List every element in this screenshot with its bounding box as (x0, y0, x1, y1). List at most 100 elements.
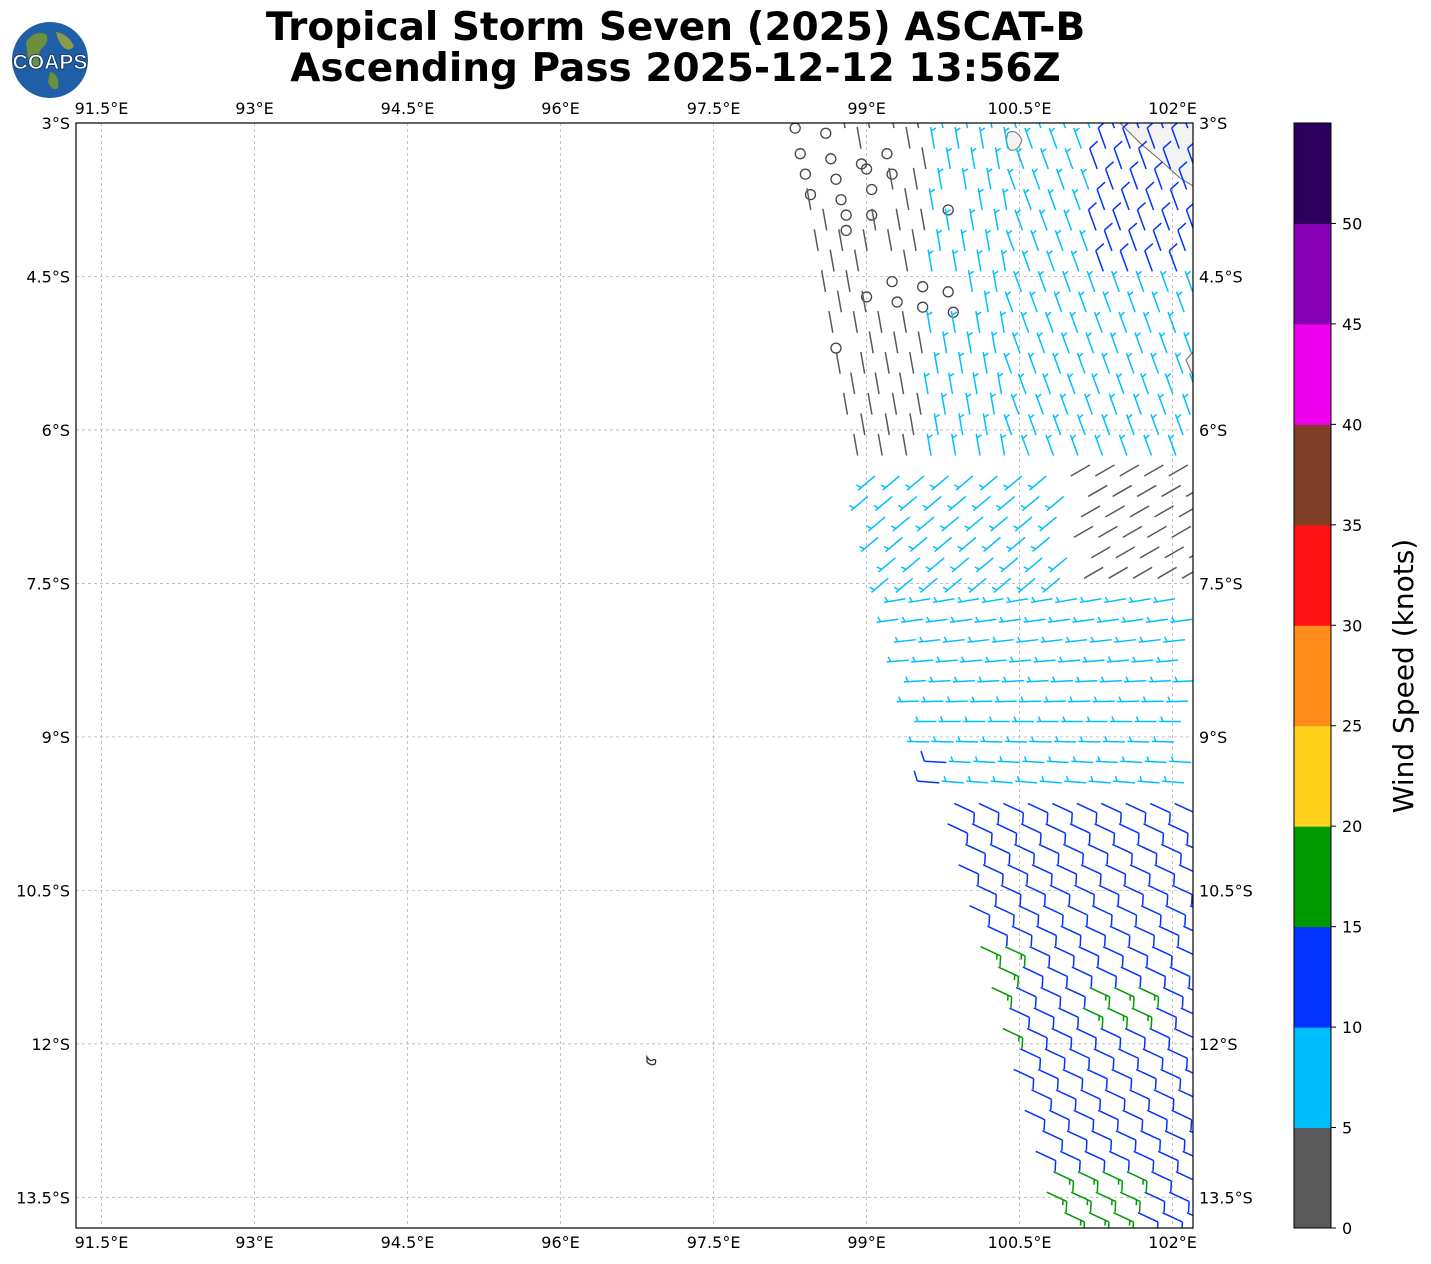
wind-barb (1143, 823, 1165, 844)
wind-barb (1003, 126, 1010, 149)
wind-barb (975, 310, 982, 333)
wind-barb (1101, 413, 1111, 436)
wind-barb (970, 696, 993, 703)
wind-barb (1004, 736, 1028, 743)
wind-barb (836, 290, 843, 313)
lon-tick-label-bottom: 97.5°E (687, 1233, 741, 1252)
wind-barb (1113, 986, 1135, 1008)
wind-barb (1093, 311, 1103, 334)
wind-barb (1083, 566, 1104, 579)
wind-barb (1169, 756, 1192, 764)
wind-barb (1037, 516, 1058, 532)
wind-barb (1185, 491, 1193, 498)
wind-barb (981, 536, 1001, 553)
wind-barb (1118, 434, 1128, 456)
wind-barb (1144, 966, 1166, 988)
wind-barb (926, 433, 933, 456)
wind-barb (976, 249, 983, 272)
wind-barb (1138, 636, 1161, 643)
wind-barb (1145, 616, 1168, 624)
wind-barb (1013, 270, 1023, 293)
wind-barb (1174, 413, 1184, 436)
wind-barb (822, 208, 828, 231)
wind-barb (874, 372, 880, 395)
wind-barb (1171, 1109, 1193, 1131)
wind-barb (1161, 202, 1171, 231)
wind-barb (1184, 270, 1193, 293)
wind-barb (1196, 526, 1215, 537)
wind-barb (1149, 802, 1171, 824)
wind-barb (1156, 1007, 1178, 1029)
wind-barb (931, 736, 954, 743)
wind-barb (1053, 1171, 1075, 1192)
wind-barb (845, 270, 851, 292)
calm-wind-marker (860, 291, 873, 303)
wind-barb (940, 392, 948, 415)
wind-barb (1124, 1027, 1146, 1049)
wind-barb (1088, 1211, 1110, 1228)
lat-tick-label-right: 12°S (1199, 1035, 1238, 1054)
wind-barb (1118, 1048, 1140, 1070)
wind-barb (1085, 332, 1095, 354)
wind-barb (1144, 756, 1167, 764)
wind-barb (991, 577, 1012, 594)
wind-barb (1027, 802, 1049, 824)
wind-barb (1099, 676, 1122, 683)
wind-barb (1064, 1211, 1086, 1228)
wind-barb (989, 392, 997, 415)
wind-barb (1095, 756, 1118, 764)
wind-barb (1136, 484, 1157, 498)
wind-barb (1033, 1007, 1055, 1029)
wind-barb (994, 696, 1017, 703)
wind-barb (1164, 1130, 1186, 1151)
wind-barb (1013, 123, 1018, 129)
wind-barb (1030, 536, 1050, 553)
wind-barb (1002, 188, 1009, 211)
wind-barb (1026, 676, 1049, 683)
wind-barb (1119, 242, 1129, 272)
wind-barb (1079, 229, 1089, 252)
calm-wind-marker (891, 296, 903, 308)
wind-barb (887, 229, 893, 252)
wind-barb (1063, 209, 1073, 231)
wind-barb (1112, 202, 1122, 231)
wind-barb (1084, 1150, 1106, 1172)
wind-barb (983, 290, 991, 313)
wind-barb (1135, 270, 1145, 293)
wind-barb (1153, 1089, 1175, 1110)
wind-barb (1071, 188, 1081, 211)
wind-barb (1013, 516, 1033, 532)
wind-barb (1173, 676, 1193, 683)
wind-barb (925, 616, 948, 624)
wind-barb (860, 351, 866, 374)
wind-barb (1019, 696, 1042, 703)
wind-barb (1181, 393, 1191, 415)
wind-barb (1006, 536, 1026, 553)
wind-barb (1004, 945, 1026, 967)
wind-barb (929, 475, 949, 491)
wind-barb (1096, 181, 1106, 211)
wind-barb (1174, 352, 1184, 374)
calm-wind-marker (799, 168, 812, 180)
wind-barb (1170, 123, 1180, 149)
wind-barb (1073, 525, 1094, 539)
lat-tick-label-right: 10.5°S (1199, 881, 1253, 900)
wind-barb (1108, 1150, 1130, 1172)
wind-barb (1184, 1068, 1193, 1074)
wind-barb (1186, 142, 1193, 166)
wind-barb (1073, 127, 1083, 149)
wind-barb (911, 656, 934, 663)
wind-barb (886, 656, 909, 663)
wind-barb (945, 696, 968, 703)
wind-barb (1082, 656, 1105, 663)
wind-barb (1178, 161, 1188, 190)
wind-barb (1047, 557, 1068, 573)
wind-barb (1185, 123, 1189, 129)
wind-barb (842, 392, 849, 415)
wind-barb (1168, 1191, 1190, 1213)
wind-barb (1096, 616, 1119, 624)
wind-barb (1077, 1171, 1099, 1192)
wind-barb (921, 696, 944, 703)
wind-barb (848, 495, 869, 512)
axis-ticks: 91.5°E 91.5°E 93°E 93°E 94.5°E 94.5°E 96°E 96°E… (16, 99, 1253, 1252)
